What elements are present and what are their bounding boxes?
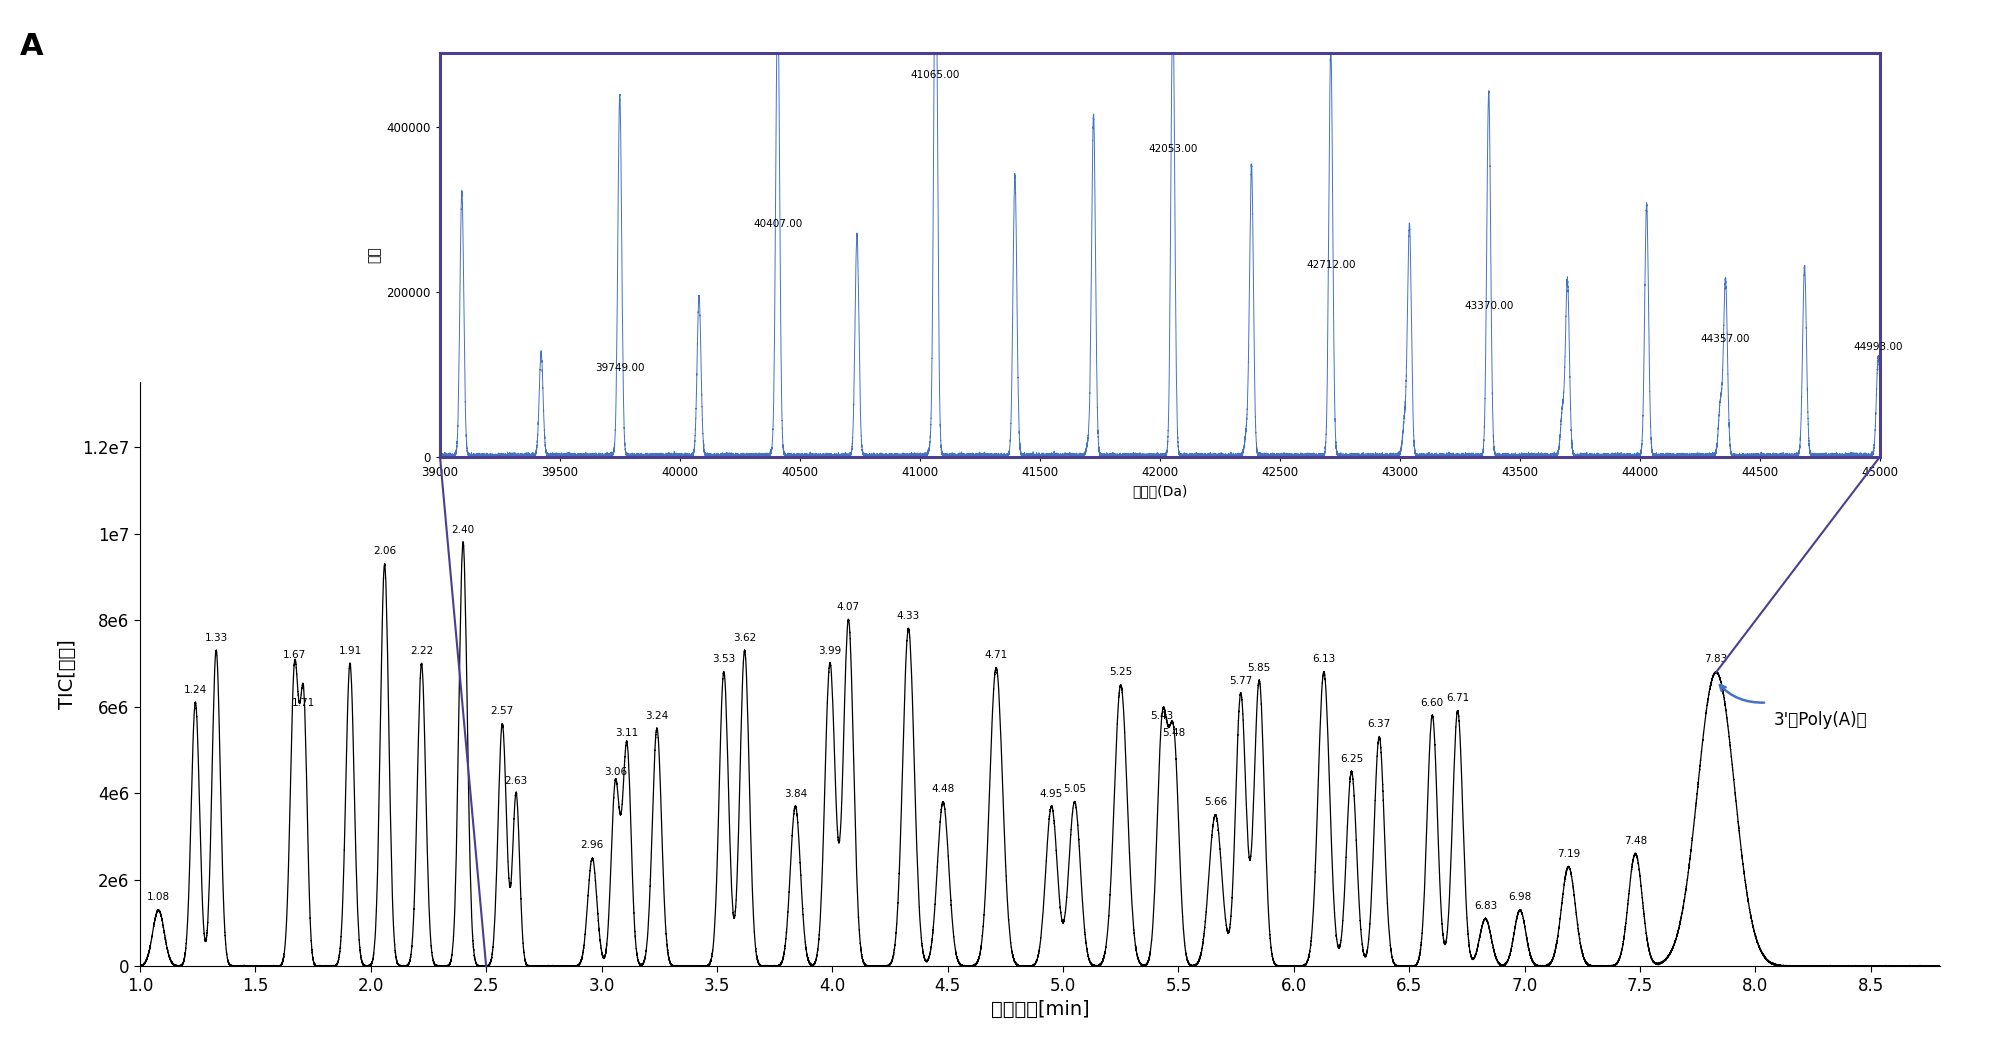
Y-axis label: 强度: 强度 [368,246,382,263]
Text: 1.71: 1.71 [292,698,316,707]
Text: 3.99: 3.99 [818,646,842,655]
Text: 42053.00: 42053.00 [1148,144,1198,154]
Text: 6.37: 6.37 [1368,719,1390,730]
Text: 6.83: 6.83 [1474,901,1498,911]
Text: 44357.00: 44357.00 [1700,333,1750,344]
Text: 5.05: 5.05 [1064,784,1086,794]
Text: 5.77: 5.77 [1230,676,1252,686]
Text: 5.48: 5.48 [1162,727,1186,738]
Text: 1.91: 1.91 [338,646,362,655]
Text: 2.22: 2.22 [410,646,434,655]
Text: 3.11: 3.11 [616,727,638,738]
Text: 4.33: 4.33 [896,611,920,621]
Text: A: A [20,32,44,61]
Text: 7.48: 7.48 [1624,836,1648,846]
Text: 2.96: 2.96 [580,840,604,851]
Text: 6.71: 6.71 [1446,693,1470,703]
Text: 6.13: 6.13 [1312,654,1336,665]
Text: 2.57: 2.57 [490,706,514,717]
Text: 7.19: 7.19 [1556,850,1580,859]
Text: 40407.00: 40407.00 [754,219,802,228]
Text: 4.07: 4.07 [836,602,860,613]
Text: 2.63: 2.63 [504,775,528,786]
Text: 4.48: 4.48 [932,784,954,794]
Text: 7.83: 7.83 [1704,654,1728,665]
Text: 1.33: 1.33 [204,633,228,643]
Text: 2.40: 2.40 [452,525,474,534]
X-axis label: 保留时间[min]: 保留时间[min] [990,1000,1090,1020]
Text: 4.71: 4.71 [984,650,1008,661]
Text: 3.24: 3.24 [646,710,668,721]
Text: 3'端Poly(A)尾: 3'端Poly(A)尾 [1774,712,1868,730]
Text: 6.60: 6.60 [1420,698,1444,707]
Text: 3.53: 3.53 [712,654,736,665]
Text: 41065.00: 41065.00 [910,70,960,81]
Text: 1.67: 1.67 [282,650,306,661]
Text: 5.25: 5.25 [1110,667,1132,678]
Text: 42712.00: 42712.00 [1306,260,1356,270]
Text: 2.06: 2.06 [374,546,396,556]
Text: 5.85: 5.85 [1248,663,1270,673]
Text: 4.95: 4.95 [1040,789,1064,799]
Text: 1.24: 1.24 [184,685,208,695]
Text: 1.08: 1.08 [146,892,170,903]
Text: 44993.00: 44993.00 [1854,342,1904,353]
Text: 3.06: 3.06 [604,767,626,777]
Text: 5.66: 5.66 [1204,798,1228,807]
Text: 5.43: 5.43 [1150,710,1174,721]
Text: 6.25: 6.25 [1340,754,1364,764]
Text: 3.84: 3.84 [784,789,808,799]
Text: 39749.00: 39749.00 [596,362,644,373]
Text: 43370.00: 43370.00 [1464,301,1514,311]
Text: 3.62: 3.62 [732,633,756,643]
X-axis label: 质量数(Da): 质量数(Da) [1132,484,1188,498]
Y-axis label: TIC[计数]: TIC[计数] [58,639,76,709]
Text: 6.98: 6.98 [1508,892,1532,903]
